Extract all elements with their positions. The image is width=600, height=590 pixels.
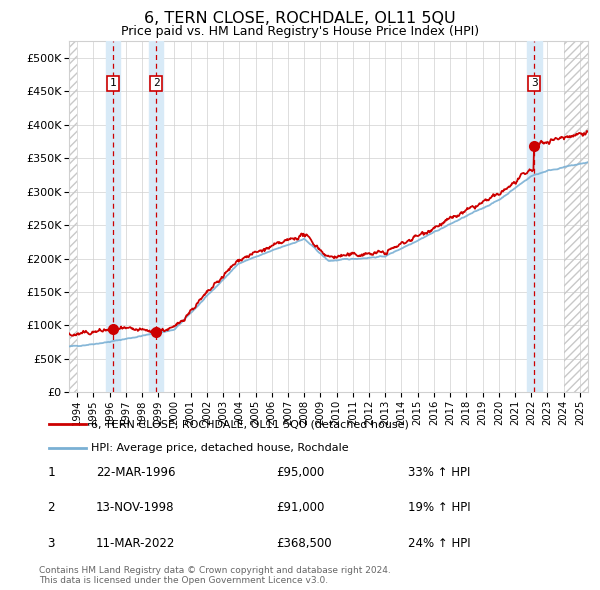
Bar [563, 41, 588, 392]
Bar [563, 41, 588, 392]
Bar [527, 41, 542, 392]
Text: 1: 1 [110, 78, 116, 88]
Text: Contains HM Land Registry data © Crown copyright and database right 2024.
This d: Contains HM Land Registry data © Crown c… [39, 566, 391, 585]
Text: 11-MAR-2022: 11-MAR-2022 [96, 537, 175, 550]
Text: 1: 1 [47, 466, 55, 479]
Bar [106, 41, 121, 392]
Text: £368,500: £368,500 [276, 537, 332, 550]
Text: 22-MAR-1996: 22-MAR-1996 [96, 466, 176, 479]
Text: 24% ↑ HPI: 24% ↑ HPI [408, 537, 470, 550]
Text: Price paid vs. HM Land Registry's House Price Index (HPI): Price paid vs. HM Land Registry's House … [121, 25, 479, 38]
Text: 6, TERN CLOSE, ROCHDALE, OL11 5QU: 6, TERN CLOSE, ROCHDALE, OL11 5QU [144, 11, 456, 27]
Text: HPI: Average price, detached house, Rochdale: HPI: Average price, detached house, Roch… [91, 443, 349, 453]
Bar [69, 41, 77, 392]
Text: 13-NOV-1998: 13-NOV-1998 [96, 502, 175, 514]
Text: 19% ↑ HPI: 19% ↑ HPI [408, 502, 470, 514]
Text: 2: 2 [153, 78, 160, 88]
Text: 6, TERN CLOSE, ROCHDALE, OL11 5QU (detached house): 6, TERN CLOSE, ROCHDALE, OL11 5QU (detac… [91, 419, 409, 429]
Text: £91,000: £91,000 [276, 502, 325, 514]
Text: £95,000: £95,000 [276, 466, 324, 479]
Text: 3: 3 [47, 537, 55, 550]
Text: 3: 3 [531, 78, 538, 88]
Bar [69, 41, 77, 392]
Text: 33% ↑ HPI: 33% ↑ HPI [408, 466, 470, 479]
Text: 2: 2 [47, 502, 55, 514]
Bar [149, 41, 163, 392]
